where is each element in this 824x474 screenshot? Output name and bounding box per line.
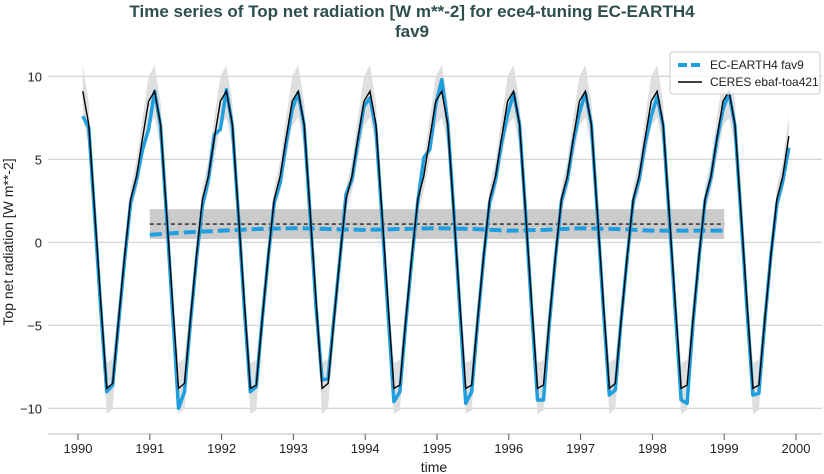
chart-title-line2: fav9 [395,22,429,41]
y-ticks: 10 5 0 −5 −10 [20,69,42,416]
ec-earth-series-line [81,77,791,411]
ceres-series-line [82,89,790,390]
x-tick-label: 1995 [423,441,452,456]
y-tick-label: −5 [27,318,42,333]
y-tick-label: 0 [35,235,42,250]
x-tick-label: 1991 [135,441,164,456]
x-tick-label: 1997 [566,441,595,456]
x-axis-label: time [421,459,448,474]
x-tick-label: 1990 [64,441,93,456]
x-tick-label: 1994 [351,441,380,456]
x-tick-label: 1998 [638,441,667,456]
legend-box [669,51,821,95]
x-tick-label: 1993 [279,441,308,456]
x-tick-label: 1996 [494,441,523,456]
y-tick-label: −10 [20,401,42,416]
x-ticks: 1990 1991 1992 1993 1994 1995 1996 1997 1998 1999… [64,434,811,456]
x-tick-label: 1992 [207,441,236,456]
y-tick-label: 5 [35,152,42,167]
legend-label-ec-earth: EC-EARTH4 fav9 [710,58,804,72]
legend: EC-EARTH4 fav9 CERES ebaf-toa421 [669,51,821,95]
y-axis-label: Top net radiation [W m**-2] [0,158,16,325]
x-tick-label: 2000 [782,441,811,456]
series-lines [81,77,791,411]
legend-label-ceres: CERES ebaf-toa421 [710,75,819,89]
chart-title: Time series of Top net radiation [W m**-… [129,2,695,21]
y-tick-label: 10 [28,69,42,84]
x-tick-label: 1999 [710,441,739,456]
